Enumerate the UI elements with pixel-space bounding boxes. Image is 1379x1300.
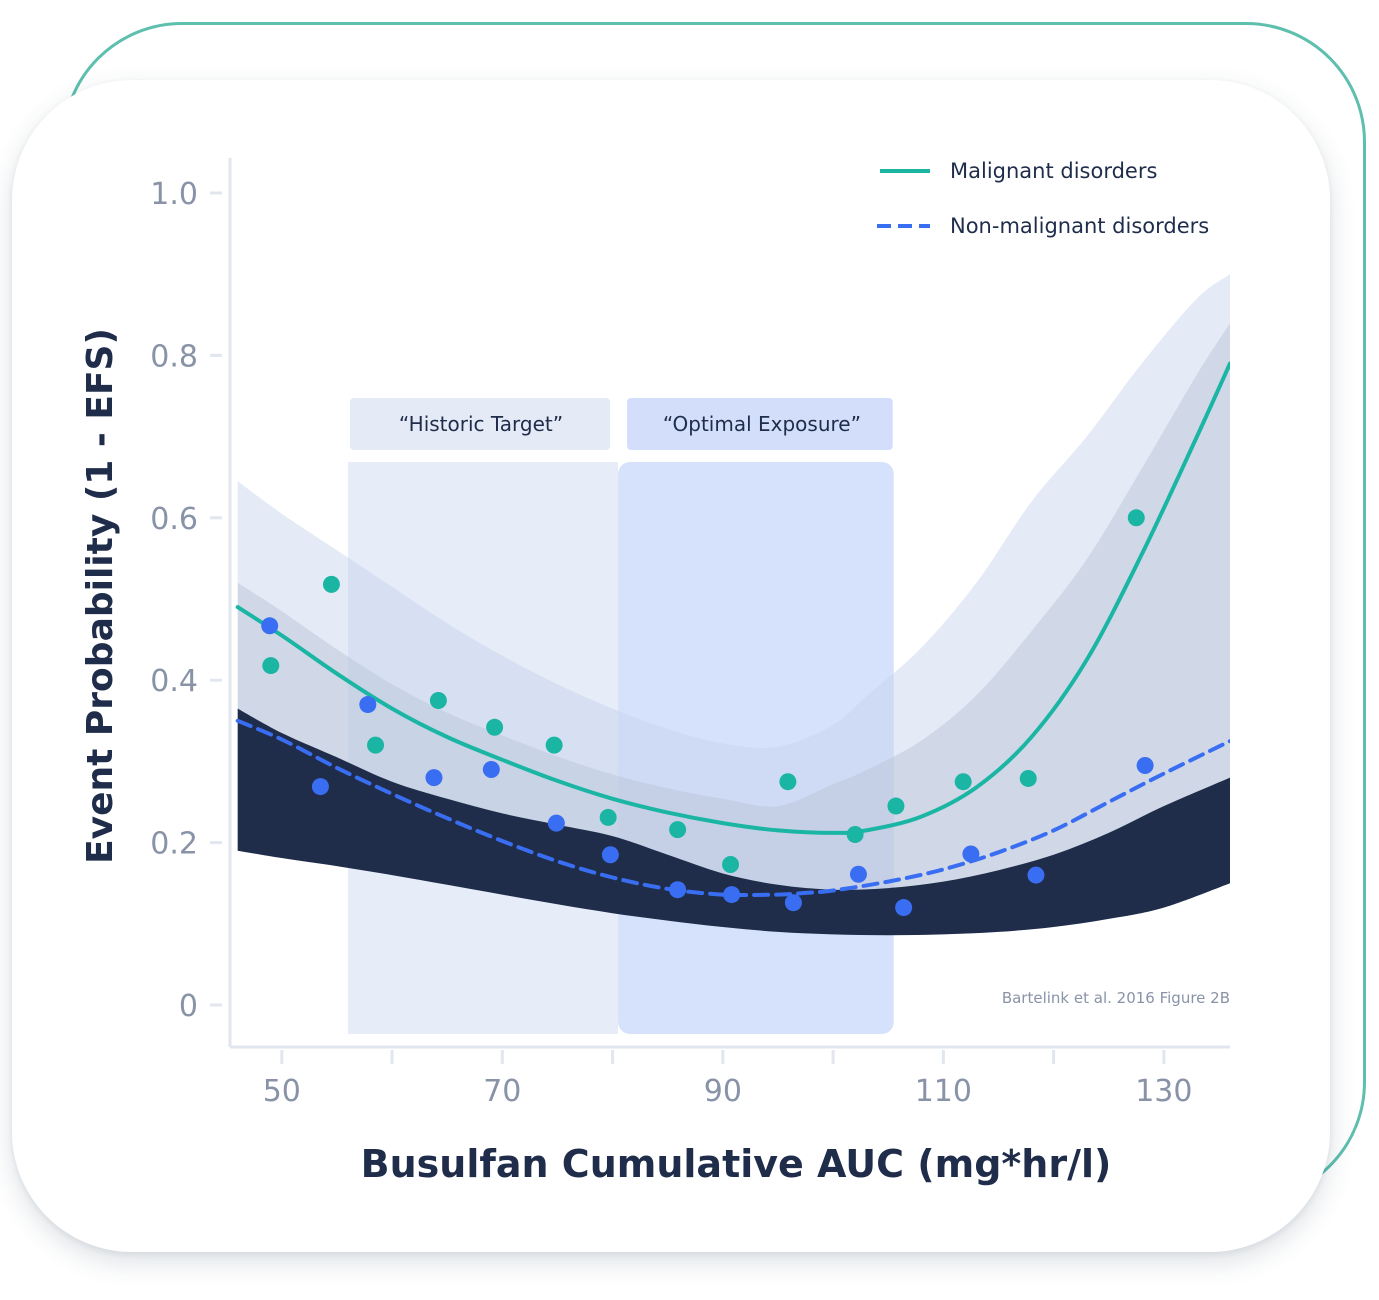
point-malignant <box>486 718 504 736</box>
data-points <box>261 509 1154 917</box>
y-tick-label: 0.8 <box>150 339 198 374</box>
point-non-malignant <box>1027 866 1045 884</box>
region-label-box-1 <box>627 398 893 450</box>
point-non-malignant <box>425 769 443 787</box>
point-non-malignant <box>261 617 279 635</box>
y-tick-label: 0.6 <box>150 502 198 537</box>
point-malignant <box>262 657 280 675</box>
point-non-malignant <box>311 778 329 796</box>
point-malignant <box>954 773 972 791</box>
point-non-malignant <box>482 761 500 779</box>
x-axis-title: Busulfan Cumulative AUC (mg*hr/l) <box>361 1142 1112 1186</box>
point-non-malignant <box>849 865 867 883</box>
point-malignant <box>322 575 340 593</box>
point-non-malignant <box>669 881 687 899</box>
band-non-malignant <box>237 708 1230 936</box>
point-non-malignant <box>547 814 565 832</box>
point-non-malignant <box>359 696 377 714</box>
point-malignant <box>669 821 687 839</box>
fitted-curves <box>235 361 1230 898</box>
y-tick-label: 0.2 <box>150 827 198 862</box>
point-malignant <box>887 797 905 815</box>
point-malignant <box>367 736 385 754</box>
x-tick-label: 50 <box>263 1074 301 1109</box>
point-malignant <box>779 773 797 791</box>
point-malignant <box>1019 769 1037 787</box>
x-tick-label: 90 <box>704 1074 742 1109</box>
point-malignant <box>722 856 740 874</box>
region-label-1: “Optimal Exposure” <box>663 412 861 436</box>
point-non-malignant <box>784 894 802 912</box>
x-tick-label: 110 <box>915 1074 972 1109</box>
point-malignant <box>545 736 563 754</box>
legend-label-malignant: Malignant disorders <box>950 159 1157 183</box>
legend: Malignant disorders Non-malignant disord… <box>877 159 1209 238</box>
point-non-malignant <box>723 886 741 904</box>
curve-non-malignant <box>235 718 1230 898</box>
region-label-box-0 <box>349 398 611 450</box>
point-malignant <box>599 808 617 826</box>
region-label-0: “Historic Target” <box>399 412 563 436</box>
point-non-malignant <box>1136 756 1154 774</box>
y-tick-label: 1.0 <box>150 177 198 212</box>
x-tick-label: 130 <box>1135 1074 1192 1109</box>
y-axis-title: Event Probability (1 - EFS) <box>80 328 121 864</box>
point-non-malignant <box>601 846 619 864</box>
axes: 0 0.2 0.4 0.6 0.8 1.0 50 70 90 110 130 <box>150 158 1230 1109</box>
point-malignant <box>429 692 447 709</box>
point-malignant <box>1127 509 1145 527</box>
y-tick-label: 0.4 <box>150 664 198 699</box>
point-non-malignant <box>895 899 913 917</box>
curve-malignant <box>235 361 1230 835</box>
region-band-0 <box>347 462 619 1034</box>
legend-label-non-malignant: Non-malignant disorders <box>950 214 1209 238</box>
source-note: Bartelink et al. 2016 Figure 2B <box>1002 989 1230 1007</box>
x-tick-label: 70 <box>483 1074 521 1109</box>
y-tick-label: 0 <box>179 989 198 1024</box>
point-malignant <box>846 825 864 843</box>
point-non-malignant <box>962 845 980 863</box>
